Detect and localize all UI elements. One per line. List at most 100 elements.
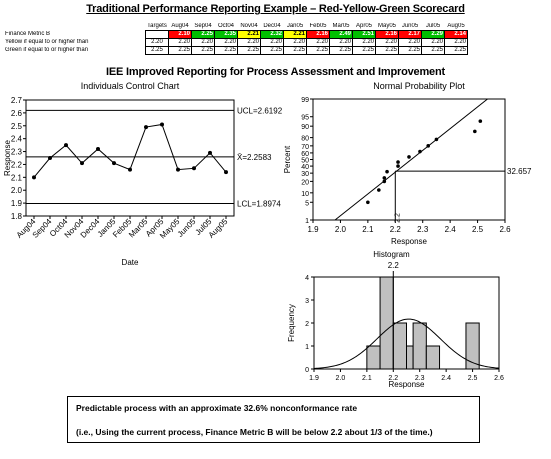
ref-percent-label: 32.657 — [507, 167, 532, 176]
data-point — [396, 160, 400, 164]
y-tick-label: 1.8 — [11, 212, 23, 221]
y-tick-label: 3 — [305, 298, 309, 305]
data-point — [160, 122, 164, 127]
y-tick-label: 99 — [301, 97, 309, 104]
conclusion-line-2: (i.e., Using the current process, Financ… — [76, 427, 433, 437]
x-tick-label: 2.6 — [499, 225, 511, 234]
y-tick-label: 20 — [301, 179, 309, 186]
data-point — [418, 149, 422, 154]
y-tick-label: 2.7 — [11, 96, 23, 105]
y-tick-label: 2.5 — [11, 122, 23, 131]
y-tick-label: 1 — [305, 344, 309, 351]
scorecard-row: Yellow if equal to or higher than 2.20 2.2… — [4, 38, 468, 47]
y-tick-label: 4 — [305, 275, 309, 282]
histogram: Histogram 2.2 0 1 2 3 4 1.9 2.0 2.1 2.2 2.3 2.4 2.5 2.… — [287, 250, 504, 389]
data-point — [32, 175, 36, 180]
x-tick-label: 1.9 — [307, 225, 319, 234]
histogram-bar — [406, 345, 414, 370]
data-point — [176, 167, 180, 172]
y-tick-label: 40 — [301, 164, 309, 171]
data-point — [208, 150, 212, 155]
histogram-title: Histogram — [373, 250, 410, 259]
data-point — [426, 144, 431, 148]
y-tick-label: 50 — [301, 158, 309, 165]
y-tick-label: 1.9 — [11, 199, 23, 208]
y-tick-label: 95 — [301, 115, 309, 122]
histogram-bar — [392, 322, 407, 370]
ref-x-label: 2.2 — [388, 261, 400, 270]
y-tick-label: 2.0 — [11, 186, 23, 195]
data-point — [366, 200, 370, 205]
data-point — [64, 143, 68, 148]
y-axis-label: Percent — [283, 145, 292, 173]
x-tick-label: 2.1 — [362, 375, 372, 382]
data-point — [128, 167, 132, 172]
data-point — [192, 166, 196, 171]
x-tick-label: 2.0 — [335, 225, 347, 234]
x-tick-label: 1.9 — [309, 375, 319, 382]
y-tick-label: 5 — [305, 200, 309, 207]
x-tick-label: 2.2 — [388, 375, 398, 382]
x-tick-label: 2.1 — [362, 225, 374, 234]
y-tick-label: 1 — [305, 218, 309, 225]
histogram-bar — [425, 345, 441, 370]
x-tick-label: 2.2 — [390, 225, 402, 234]
npp-frame — [312, 98, 506, 221]
x-tick-label: Sep04 — [31, 217, 54, 240]
scorecard-row: Green if equal to or higher than 2.25 2.25… — [4, 46, 468, 55]
histogram-bar — [379, 276, 394, 370]
y-tick-label: 2.4 — [11, 135, 23, 144]
y-tick-label: 2.3 — [11, 148, 23, 157]
mean-label: X̄=2.2583 — [237, 153, 272, 162]
histogram-bar — [366, 345, 381, 370]
conclusion-line-1: Predictable process with an approximate … — [76, 403, 358, 413]
x-tick-label: 2.3 — [417, 225, 429, 234]
y-tick-label: 2.6 — [11, 109, 23, 118]
data-point — [396, 164, 400, 168]
data-point — [144, 125, 148, 130]
y-axis-label: Frequency — [287, 304, 296, 342]
data-point — [434, 137, 439, 142]
data-point — [407, 155, 411, 159]
data-point — [48, 156, 52, 160]
x-tick-label: Jun05 — [176, 217, 198, 239]
fitted-curve — [313, 318, 500, 369]
data-point — [473, 129, 477, 134]
y-tick-label: 0 — [305, 367, 309, 374]
x-axis-label: Response — [391, 237, 428, 246]
conclusion-box: Predictable process with an approximate … — [67, 396, 480, 443]
control-chart: Individuals Control Chart 1.8 1.9 2.0 2.1 2.2… — [3, 81, 283, 267]
normal-probability-plot: Normal Probability Plot 1 5 10 2030405060708… — [283, 81, 532, 246]
y-tick-label: 10 — [301, 191, 309, 198]
scorecard-row-label: Finance Metric B — [5, 31, 51, 37]
x-tick-label: 2.5 — [468, 375, 478, 382]
y-tick-label: 80 — [301, 136, 309, 143]
data-point — [382, 179, 387, 184]
y-tick-label: 2 — [305, 321, 309, 328]
x-tick-label: 2.4 — [441, 375, 451, 382]
y-tick-label: 30 — [301, 171, 309, 178]
scorecard-table: Targets Aug04 Sep04 Oct04 Nov04 Dec04 Jan05 Feb… — [4, 23, 468, 55]
scorecard-row: Finance Metric B 2.10 2.25 2.35 2.21 2.32 2.21… — [4, 30, 468, 39]
data-point — [80, 161, 84, 166]
fit-line — [334, 98, 488, 221]
data-point — [478, 119, 483, 123]
y-tick-label: 2.1 — [11, 173, 23, 182]
control-chart-frame — [25, 99, 235, 217]
ucl-label: UCL=2.6192 — [237, 106, 283, 115]
x-axis-label: Response — [388, 380, 425, 389]
control-chart-title: Individuals Control Chart — [81, 81, 180, 91]
y-tick-label: 60 — [301, 151, 309, 158]
y-tick-label: 90 — [301, 124, 309, 131]
data-point — [112, 161, 116, 166]
x-tick-label: Aug05 — [207, 217, 230, 240]
x-tick-label: 2.5 — [472, 225, 484, 234]
data-point — [382, 176, 387, 180]
scorecard-value-cell: 2.25 — [444, 46, 468, 55]
lcl-label: LCL=1.8974 — [237, 199, 281, 208]
x-tick-label: 2.3 — [415, 375, 425, 382]
scorecard-row-label: Green if equal to or higher than — [5, 47, 89, 53]
x-tick-label: 2.4 — [445, 225, 457, 234]
x-tick-label: 2.0 — [336, 375, 346, 382]
